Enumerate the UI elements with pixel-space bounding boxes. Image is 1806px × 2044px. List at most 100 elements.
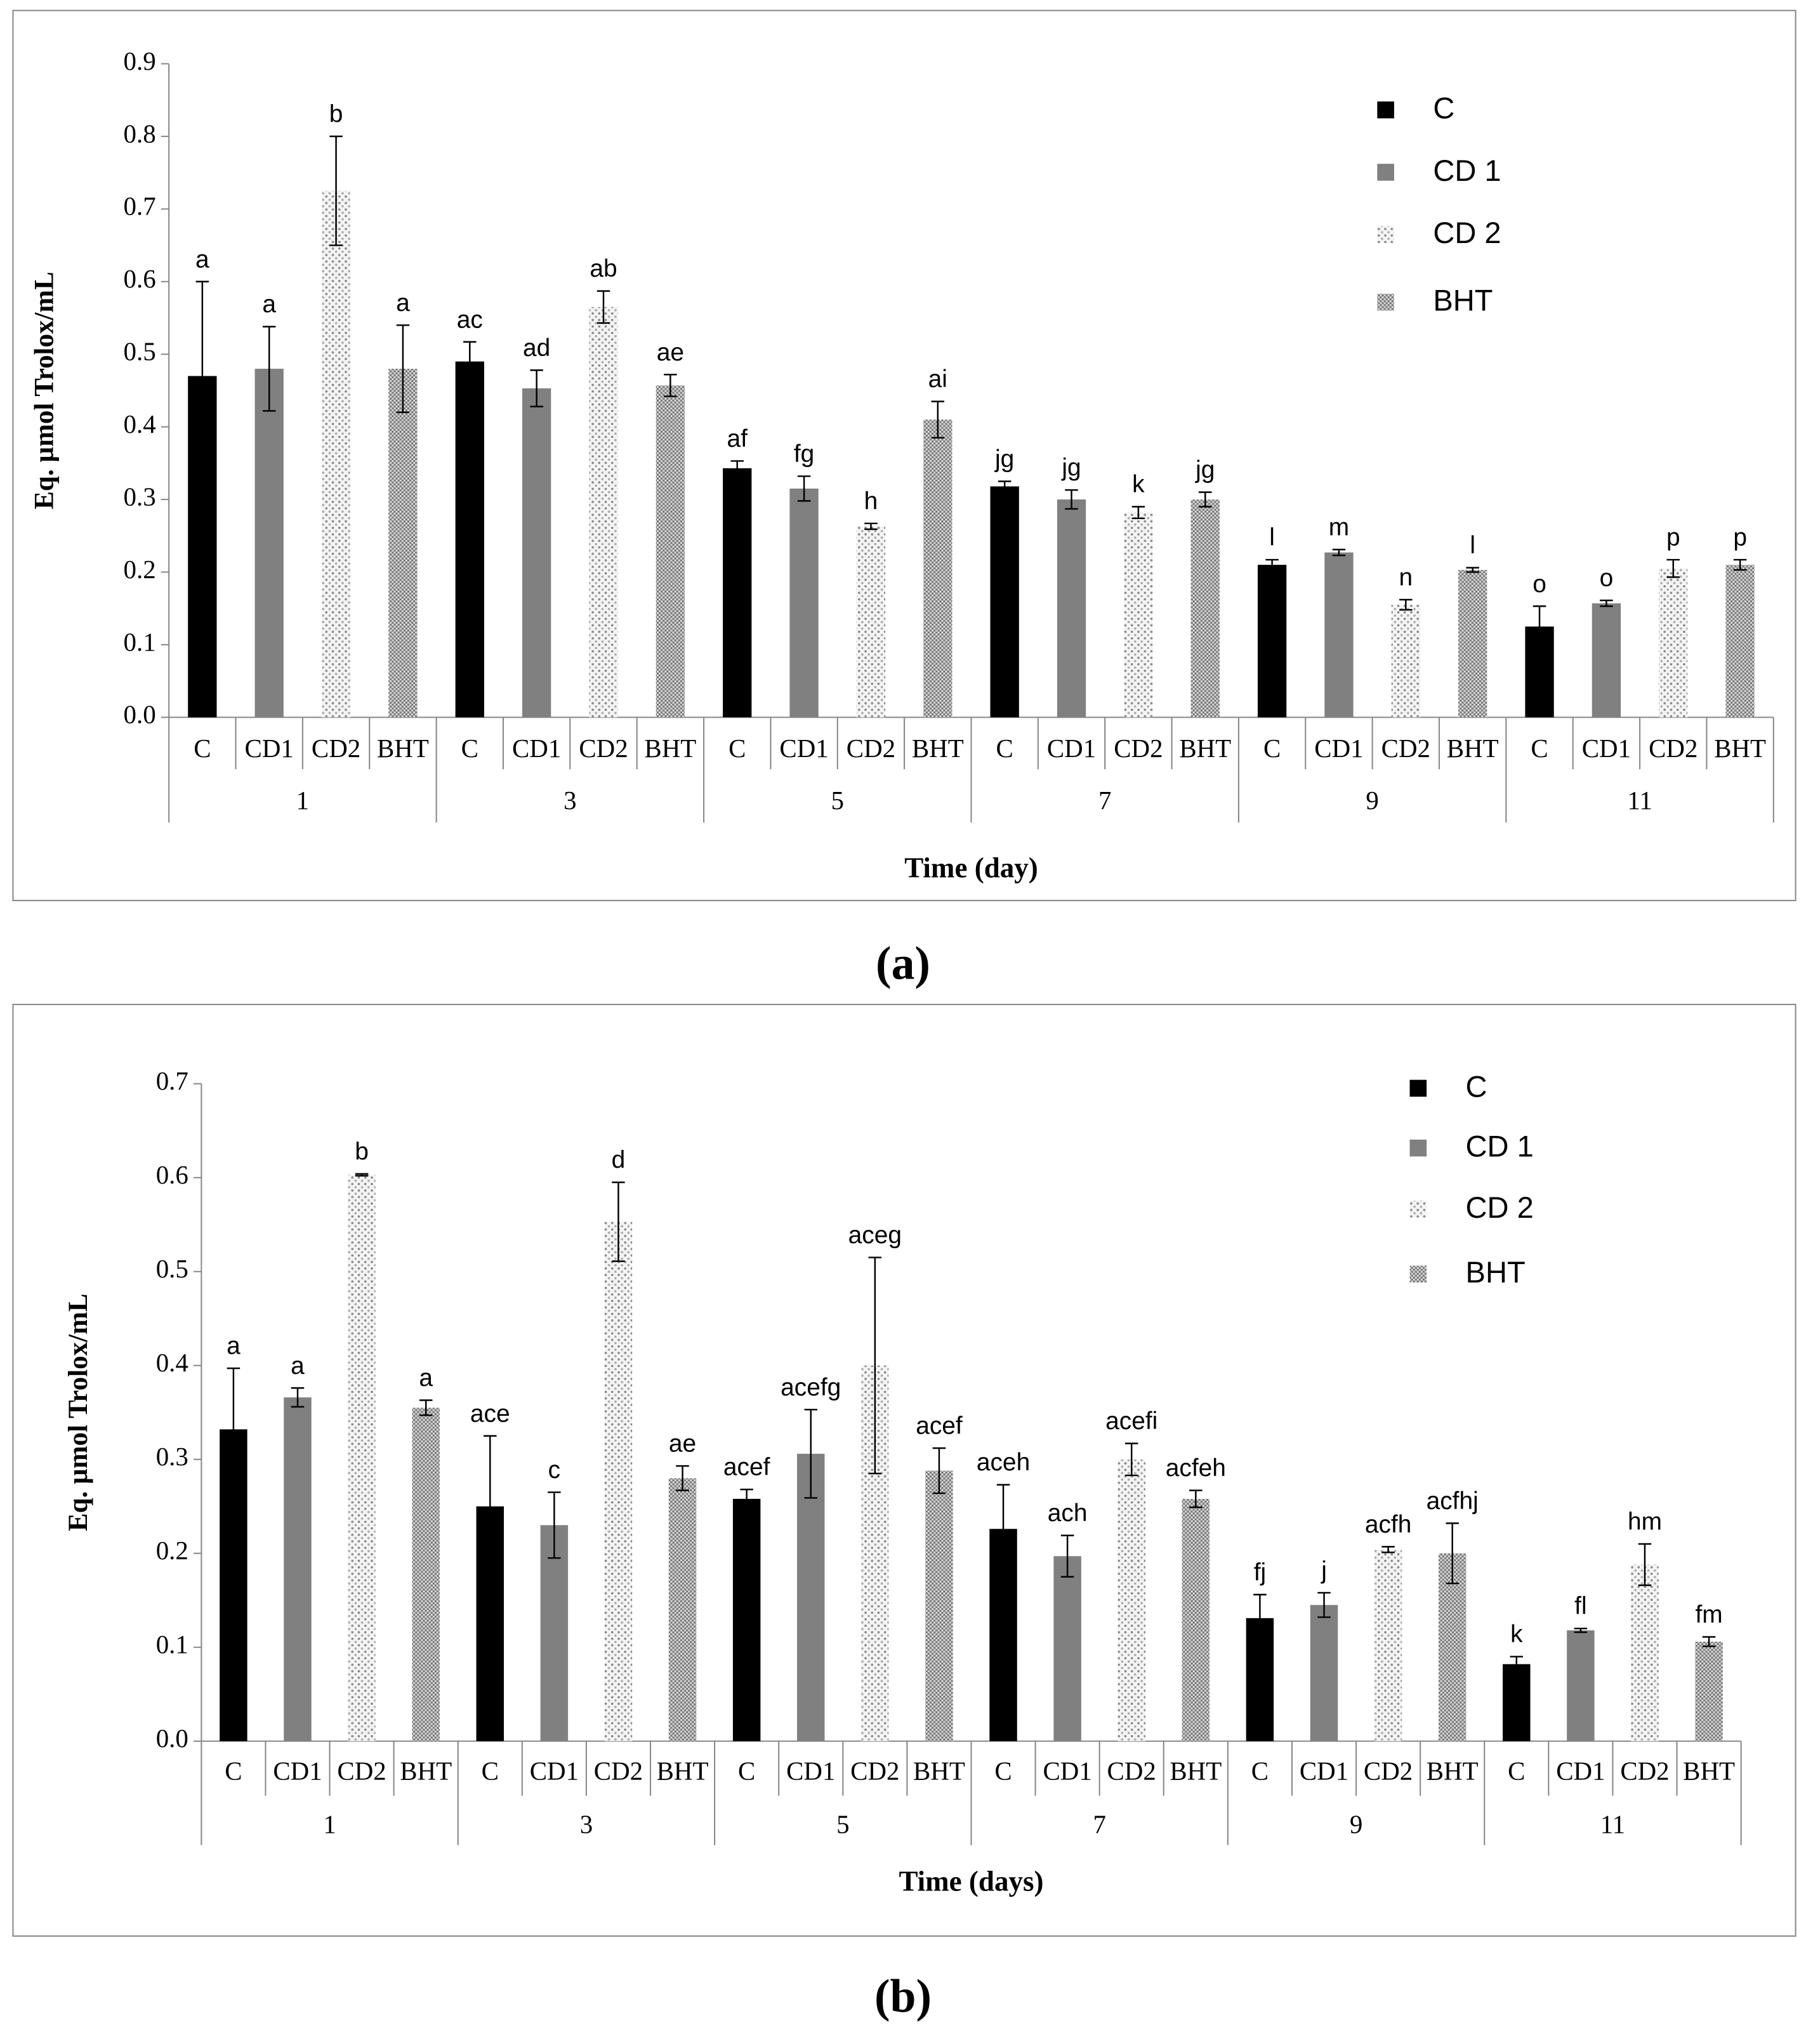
x-tick-label: CD2 bbox=[337, 1757, 386, 1785]
significance-label: jg bbox=[1061, 454, 1081, 482]
error-bar bbox=[1381, 1546, 1395, 1553]
group-label: 1 bbox=[296, 786, 309, 815]
significance-label: ae bbox=[669, 1430, 696, 1458]
error-bar bbox=[864, 522, 878, 531]
y-tick-label: 0.4 bbox=[124, 410, 156, 438]
bar bbox=[1503, 1664, 1531, 1741]
x-tick-label: BHT bbox=[1170, 1757, 1222, 1785]
y-tick-label: 0.3 bbox=[124, 482, 156, 511]
bar bbox=[1053, 1556, 1081, 1741]
x-tick-label: C bbox=[194, 734, 211, 763]
error-bar bbox=[419, 1399, 433, 1416]
bar bbox=[797, 1453, 825, 1741]
significance-label: acfeh bbox=[1166, 1454, 1226, 1482]
x-tick-label: BHT bbox=[400, 1757, 452, 1785]
bar bbox=[1310, 1605, 1338, 1741]
error-bar bbox=[1638, 1543, 1652, 1586]
significance-label: c bbox=[548, 1456, 560, 1484]
bar bbox=[1695, 1641, 1723, 1741]
bar bbox=[856, 526, 886, 718]
x-tick-label: CD1 bbox=[530, 1757, 579, 1785]
legend-swatch bbox=[1409, 1201, 1427, 1218]
group-label: 5 bbox=[831, 786, 844, 815]
bar bbox=[388, 369, 418, 718]
legend-label: BHT bbox=[1466, 1255, 1526, 1289]
group-label: 3 bbox=[580, 1810, 593, 1838]
bar bbox=[732, 1498, 761, 1741]
y-tick-label: 0.3 bbox=[156, 1442, 188, 1471]
error-bar bbox=[463, 341, 477, 382]
y-tick-label: 0.6 bbox=[124, 265, 156, 293]
significance-label: ac bbox=[457, 306, 483, 333]
significance-label: a bbox=[227, 1333, 241, 1360]
y-tick-label: 0.1 bbox=[124, 628, 156, 656]
significance-label: ace bbox=[470, 1400, 510, 1427]
y-axis-label: Eq. µmol Trolox/mL bbox=[30, 272, 60, 510]
x-tick-label: BHT bbox=[657, 1757, 709, 1785]
x-tick-label: BHT bbox=[913, 1757, 965, 1785]
bar bbox=[1592, 603, 1621, 718]
bar bbox=[1458, 570, 1487, 718]
group-label: 1 bbox=[323, 1810, 336, 1838]
bar bbox=[522, 388, 551, 718]
x-tick-label: C bbox=[1251, 1757, 1269, 1785]
significance-label: aceh bbox=[977, 1449, 1030, 1476]
significance-label: acefg bbox=[781, 1374, 841, 1401]
significance-label: a bbox=[291, 1352, 305, 1380]
error-bar bbox=[1065, 489, 1078, 510]
x-tick-label: CD1 bbox=[1300, 1757, 1348, 1785]
error-bar bbox=[1199, 491, 1212, 508]
significance-label: h bbox=[864, 487, 878, 515]
x-tick-label: C bbox=[1263, 734, 1281, 763]
legend-label: CD 1 bbox=[1433, 154, 1501, 187]
significance-label: fg bbox=[794, 440, 814, 468]
error-bar bbox=[1131, 506, 1145, 520]
error-bar bbox=[797, 475, 811, 502]
error-bar bbox=[931, 400, 945, 439]
group-label: 7 bbox=[1098, 786, 1111, 815]
x-tick-label: CD1 bbox=[1314, 734, 1363, 763]
group-label: 11 bbox=[1627, 786, 1652, 815]
error-bar bbox=[1702, 1636, 1716, 1647]
error-bar bbox=[996, 1484, 1010, 1574]
legend-swatch bbox=[1377, 293, 1394, 311]
group-label: 3 bbox=[564, 786, 576, 815]
x-tick-label: CD2 bbox=[312, 734, 360, 763]
significance-label: b bbox=[329, 100, 343, 128]
y-tick-label: 0.0 bbox=[156, 1724, 188, 1753]
y-tick-label: 0.5 bbox=[156, 1255, 188, 1283]
error-bar bbox=[1124, 1442, 1138, 1477]
significance-label: o bbox=[1532, 570, 1546, 598]
significance-label: acfh bbox=[1365, 1511, 1412, 1538]
error-bar bbox=[530, 369, 543, 407]
x-tick-label: BHT bbox=[912, 734, 964, 763]
x-tick-label: BHT bbox=[1683, 1757, 1735, 1785]
bar bbox=[925, 1470, 953, 1741]
error-bar bbox=[612, 1181, 625, 1262]
x-tick-label: BHT bbox=[1447, 734, 1499, 763]
legend-label: BHT bbox=[1433, 284, 1493, 317]
significance-label: a bbox=[262, 291, 276, 318]
significance-label: o bbox=[1600, 565, 1614, 592]
chart-frame bbox=[12, 10, 1796, 902]
error-bar bbox=[998, 480, 1012, 492]
x-tick-label: CD2 bbox=[1114, 734, 1163, 763]
group-label: 11 bbox=[1600, 1810, 1625, 1838]
bar bbox=[990, 486, 1019, 718]
significance-label: k bbox=[1132, 471, 1145, 498]
bar bbox=[723, 468, 752, 718]
error-bar bbox=[1399, 598, 1413, 611]
significance-label: ach bbox=[1048, 1500, 1088, 1527]
chart: 0.0 0.1 0.2 0.3 0.4 0.5 0.6 0.7 Eq. µmol Trolox/… bbox=[12, 1003, 1796, 1937]
y-tick-label: 0.4 bbox=[156, 1348, 188, 1377]
bar bbox=[1567, 1630, 1595, 1741]
error-bar bbox=[355, 1173, 369, 1177]
x-axis-label: Time (days) bbox=[899, 1865, 1043, 1897]
bar bbox=[321, 190, 351, 718]
x-tick-label: CD1 bbox=[779, 734, 828, 763]
bar bbox=[656, 385, 685, 718]
legend-label: CD 2 bbox=[1466, 1190, 1534, 1224]
group-label: 5 bbox=[836, 1810, 849, 1838]
legend-swatch bbox=[1409, 1265, 1427, 1283]
